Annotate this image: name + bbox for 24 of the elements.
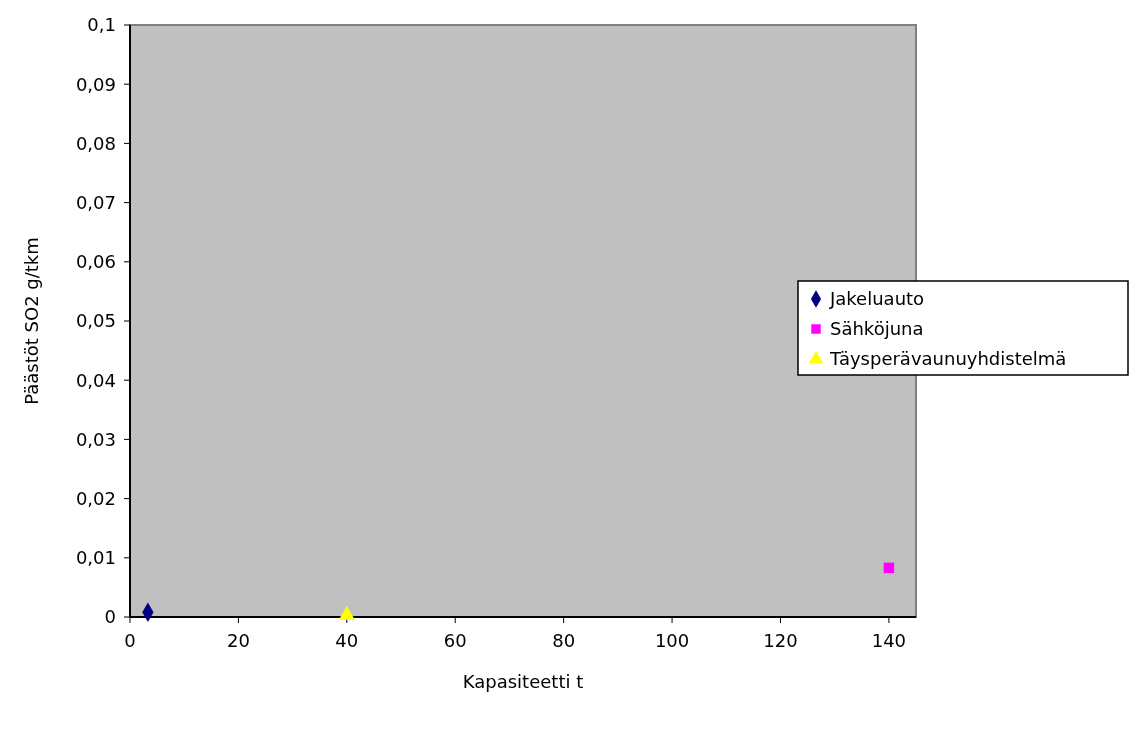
x-tick-label: 120 (763, 630, 798, 651)
y-axis-title: Päästöt SO2 g/tkm (21, 237, 42, 405)
y-tick-label: 0,09 (75, 73, 116, 95)
y-tick-label: 0,04 (75, 369, 116, 391)
x-tick-label: 40 (335, 630, 359, 651)
y-tick-label: 0,07 (75, 191, 116, 213)
y-tick-label: 0,08 (75, 132, 116, 154)
x-tick-label: 100 (654, 630, 690, 651)
y-tick-label: 0 (104, 606, 116, 628)
x-axis-title: Kapasiteetti t (462, 671, 584, 692)
x-tick-label: 20 (226, 630, 250, 651)
legend-label: Täysperävaunuyhdistelmä (829, 348, 1067, 370)
x-tick-label: 140 (871, 630, 907, 651)
x-tick-label: 60 (443, 630, 467, 651)
y-tick-label: 0,03 (75, 428, 116, 450)
legend-label: Jakeluauto (829, 288, 925, 310)
x-tick-label: 0 (124, 630, 136, 651)
y-tick-label: 0,1 (87, 14, 116, 36)
legend-label: Sähköjuna (830, 318, 924, 340)
y-tick-label: 0,02 (75, 487, 116, 509)
y-tick-label: 0,05 (75, 310, 116, 332)
x-tick-label: 80 (552, 630, 576, 651)
y-tick-label: 0,06 (75, 251, 116, 273)
y-tick-label: 0,01 (75, 547, 116, 569)
